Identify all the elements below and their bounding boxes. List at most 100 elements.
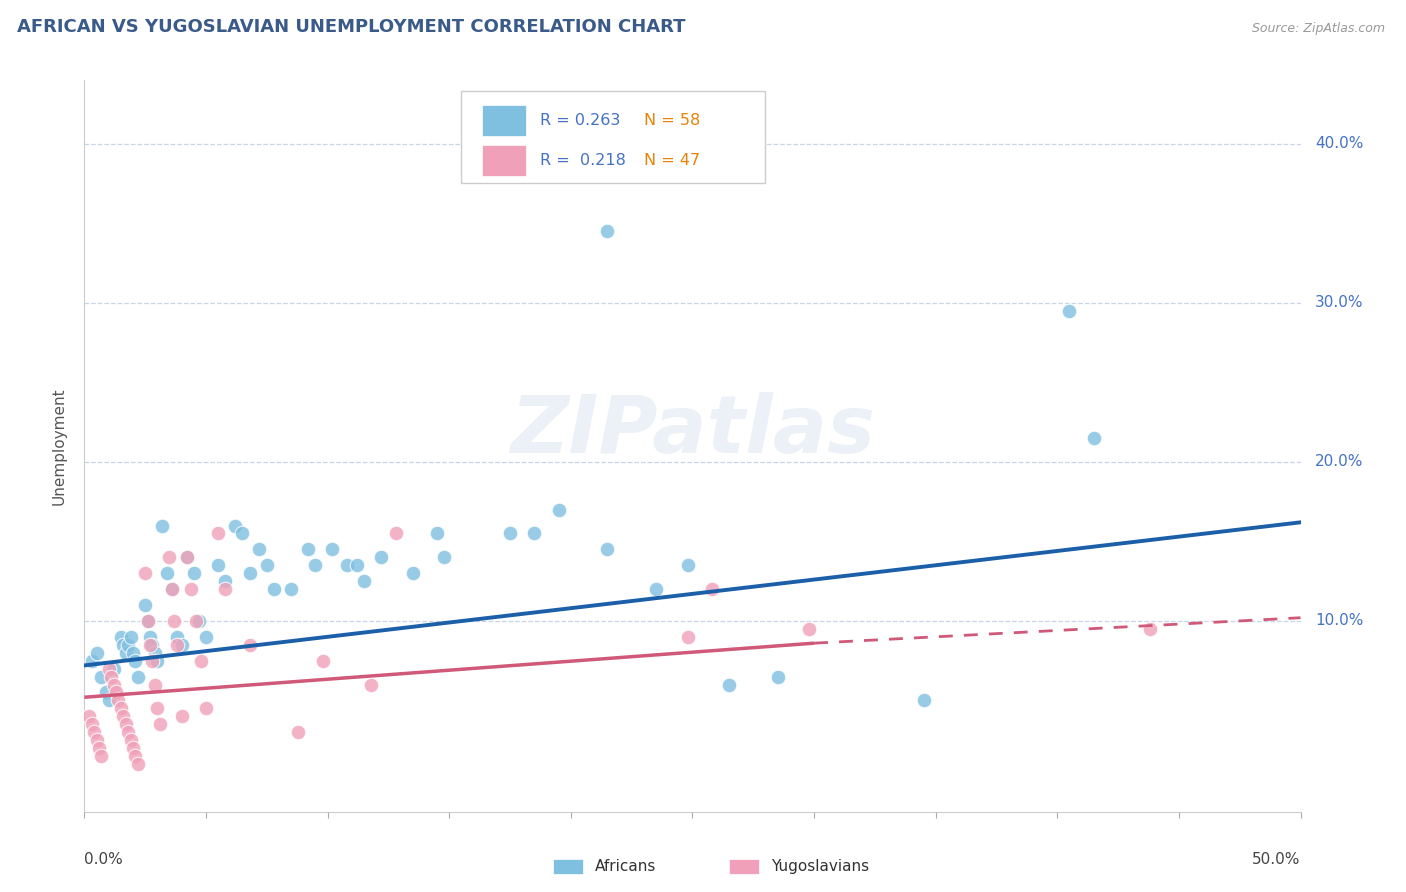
- Point: [90, 669, 112, 683]
- Point: [170, 638, 193, 652]
- Point: [156, 566, 179, 581]
- Point: [231, 526, 253, 541]
- Point: [146, 701, 169, 715]
- Point: [122, 646, 145, 660]
- Point: [676, 558, 699, 573]
- Point: [141, 638, 163, 652]
- Point: [186, 614, 208, 628]
- Point: [87, 741, 110, 756]
- FancyBboxPatch shape: [482, 145, 526, 176]
- Point: [139, 638, 162, 652]
- Point: [127, 669, 149, 683]
- Point: [104, 685, 127, 699]
- Point: [90, 749, 112, 764]
- Point: [346, 558, 368, 573]
- Point: [80, 654, 103, 668]
- Point: [134, 598, 156, 612]
- Point: [263, 582, 285, 596]
- Point: [134, 566, 156, 581]
- Point: [190, 654, 212, 668]
- Point: [86, 646, 108, 660]
- Point: [160, 582, 183, 596]
- Point: [143, 646, 166, 660]
- Point: [239, 638, 262, 652]
- Point: [120, 630, 142, 644]
- Point: [297, 542, 319, 557]
- Point: [97, 662, 120, 676]
- Point: [287, 725, 309, 739]
- Text: Yugoslavians: Yugoslavians: [772, 859, 870, 874]
- Point: [166, 630, 188, 644]
- Point: [676, 630, 699, 644]
- Point: [103, 677, 125, 691]
- Point: [645, 582, 668, 596]
- Point: [312, 654, 335, 668]
- Point: [214, 582, 236, 596]
- Point: [110, 630, 132, 644]
- Point: [799, 622, 821, 636]
- Point: [83, 725, 105, 739]
- Point: [433, 550, 456, 565]
- Point: [80, 717, 103, 731]
- Point: [700, 582, 723, 596]
- Point: [97, 693, 120, 707]
- Point: [523, 526, 546, 541]
- Point: [96, 685, 118, 699]
- Point: [321, 542, 343, 557]
- Point: [100, 669, 122, 683]
- Text: Africans: Africans: [595, 859, 657, 874]
- Point: [136, 614, 159, 628]
- Point: [124, 654, 146, 668]
- Point: [370, 550, 392, 565]
- Point: [426, 526, 449, 541]
- Text: R = 0.263: R = 0.263: [540, 112, 621, 128]
- Point: [187, 614, 209, 628]
- Point: [207, 558, 229, 573]
- Point: [384, 526, 406, 541]
- Text: Source: ZipAtlas.com: Source: ZipAtlas.com: [1251, 22, 1385, 36]
- Point: [194, 630, 218, 644]
- Point: [176, 550, 198, 565]
- Point: [136, 614, 159, 628]
- Point: [596, 224, 619, 238]
- Text: 40.0%: 40.0%: [1315, 136, 1364, 152]
- Point: [499, 526, 522, 541]
- Text: ZIPatlas: ZIPatlas: [510, 392, 875, 470]
- Point: [596, 542, 619, 557]
- Point: [159, 550, 181, 565]
- Point: [77, 709, 100, 723]
- Y-axis label: Unemployment: Unemployment: [51, 387, 66, 505]
- Text: 30.0%: 30.0%: [1315, 295, 1364, 310]
- Point: [150, 518, 173, 533]
- Point: [402, 566, 425, 581]
- Point: [360, 677, 382, 691]
- Point: [117, 725, 139, 739]
- Text: 50.0%: 50.0%: [1253, 852, 1301, 867]
- Point: [160, 582, 183, 596]
- Text: R =  0.218: R = 0.218: [540, 153, 626, 168]
- Point: [139, 630, 162, 644]
- Point: [146, 654, 169, 668]
- Point: [912, 693, 935, 707]
- Text: 20.0%: 20.0%: [1315, 454, 1364, 469]
- Point: [1083, 431, 1105, 445]
- Point: [280, 582, 302, 596]
- Point: [149, 717, 172, 731]
- Point: [122, 741, 145, 756]
- Text: 0.0%: 0.0%: [84, 852, 124, 867]
- Point: [214, 574, 236, 589]
- Point: [143, 677, 166, 691]
- Point: [141, 654, 163, 668]
- Point: [117, 638, 139, 652]
- FancyBboxPatch shape: [482, 104, 526, 136]
- Point: [183, 566, 205, 581]
- Text: N = 47: N = 47: [644, 153, 700, 168]
- Point: [207, 526, 229, 541]
- Text: N = 58: N = 58: [644, 112, 700, 128]
- Point: [166, 638, 188, 652]
- Point: [127, 757, 149, 772]
- Point: [353, 574, 375, 589]
- Point: [114, 646, 136, 660]
- Point: [103, 662, 125, 676]
- Point: [163, 614, 186, 628]
